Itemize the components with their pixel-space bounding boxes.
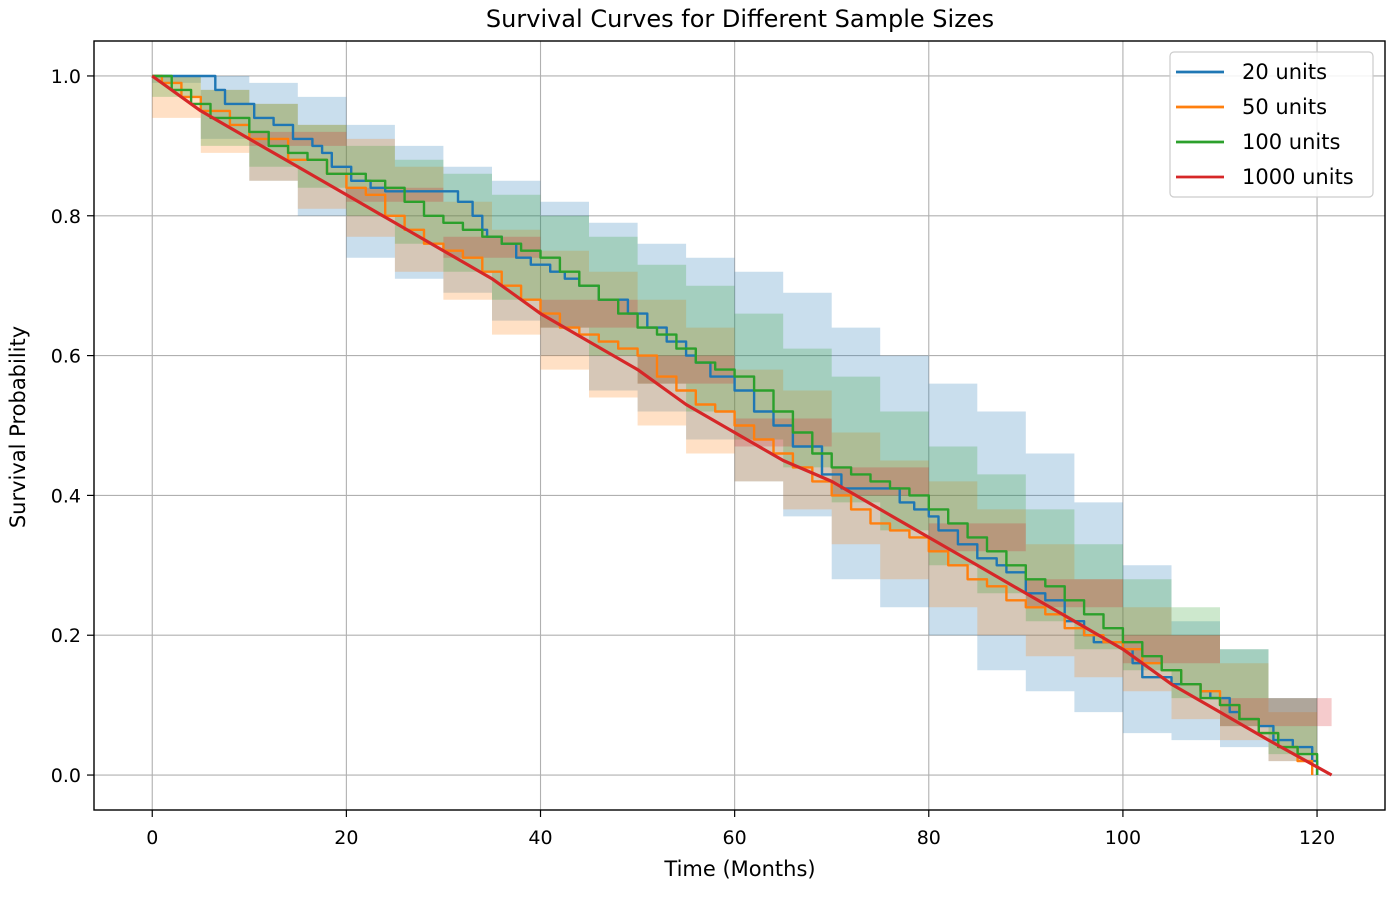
legend-label-100-units: 100 units <box>1242 130 1340 154</box>
y-tick-label: 0.2 <box>51 625 81 647</box>
x-tick-label: 20 <box>334 827 358 849</box>
x-tick-label: 60 <box>723 827 747 849</box>
legend-label-1000-units: 1000 units <box>1242 165 1354 189</box>
x-axis-title: Time (Months) <box>663 857 815 881</box>
x-tick-label: 0 <box>146 827 158 849</box>
plot-frame <box>93 40 1386 811</box>
legend: 20 units 50 units 100 units 1000 units <box>1169 51 1374 198</box>
line-100-units <box>152 74 1319 775</box>
y-tick-label: 0.0 <box>51 765 81 787</box>
x-tick-label: 80 <box>917 827 941 849</box>
y-tick-label: 0.6 <box>51 346 81 368</box>
line-1000-units <box>151 74 1333 777</box>
x-tick-label: 100 <box>1105 827 1141 849</box>
x-tick-label: 40 <box>528 827 552 849</box>
y-tick-label: 1.0 <box>51 66 81 88</box>
y-tick-label: 0.8 <box>51 206 81 228</box>
legend-label-50-units: 50 units <box>1242 95 1327 119</box>
legend-label-20-units: 20 units <box>1242 60 1327 84</box>
line-20-units <box>152 74 1319 775</box>
y-axis-title: Survival Probability <box>6 326 30 528</box>
y-tick-label: 0.4 <box>51 485 81 507</box>
line-50-units <box>152 74 1314 775</box>
x-tick-label: 120 <box>1299 827 1335 849</box>
legend-box <box>1169 51 1374 198</box>
survival-lines <box>151 74 1333 777</box>
axis-ticks: 0 20 40 60 80 100 120 0.0 0.2 0.4 0.6 0.8 1.0 <box>51 66 1335 849</box>
legend-items: 20 units 50 units 100 units 1000 units <box>1176 60 1354 189</box>
chart-title: Survival Curves for Different Sample Siz… <box>486 5 994 33</box>
